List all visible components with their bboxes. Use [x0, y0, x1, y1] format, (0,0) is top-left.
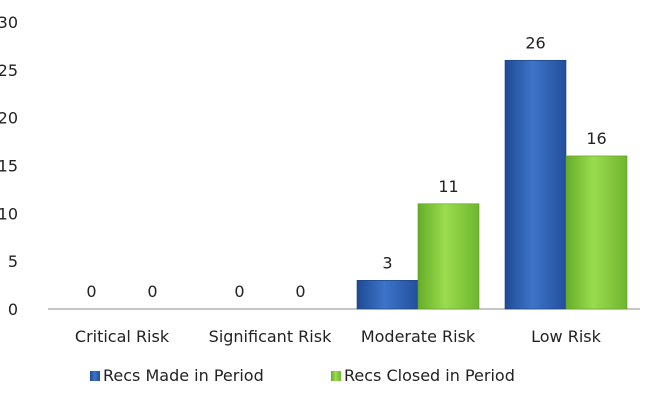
y-tick-label: 15	[0, 157, 18, 176]
data-label: 11	[438, 177, 458, 196]
data-label: 3	[382, 253, 392, 272]
bar-recs-made-in-period-low-risk	[504, 59, 567, 310]
legend-label: Recs Made in Period	[103, 366, 264, 385]
data-label: 0	[147, 282, 157, 301]
x-tick-label: Critical Risk	[75, 327, 170, 346]
legend-swatch	[331, 371, 341, 381]
data-label: 16	[586, 129, 606, 148]
data-label: 0	[86, 282, 96, 301]
legend-label: Recs Closed in Period	[344, 366, 515, 385]
bar-recs-made-in-period-moderate-risk	[356, 279, 419, 310]
y-tick-label: 0	[8, 300, 18, 319]
bar-recs-closed-in-period-low-risk	[565, 155, 628, 310]
y-tick-label: 10	[0, 204, 18, 223]
bar-recs-closed-in-period-moderate-risk	[417, 203, 480, 310]
data-label: 0	[234, 282, 244, 301]
data-label: 0	[295, 282, 305, 301]
data-label: 26	[525, 33, 545, 52]
y-tick-label: 25	[0, 61, 18, 80]
x-tick-label: Significant Risk	[209, 327, 332, 346]
bars-layer	[356, 59, 628, 310]
y-tick-label: 30	[0, 13, 18, 32]
y-tick-label: 5	[8, 252, 18, 271]
y-tick-label: 20	[0, 109, 18, 128]
legend: Recs Made in Period Recs Closed in Period	[90, 366, 515, 385]
legend-swatch	[90, 371, 100, 381]
x-tick-label: Moderate Risk	[361, 327, 476, 346]
data-labels-layer: 0 0 0 0 3 11 26 16	[86, 33, 606, 301]
x-tick-label: Low Risk	[531, 327, 601, 346]
